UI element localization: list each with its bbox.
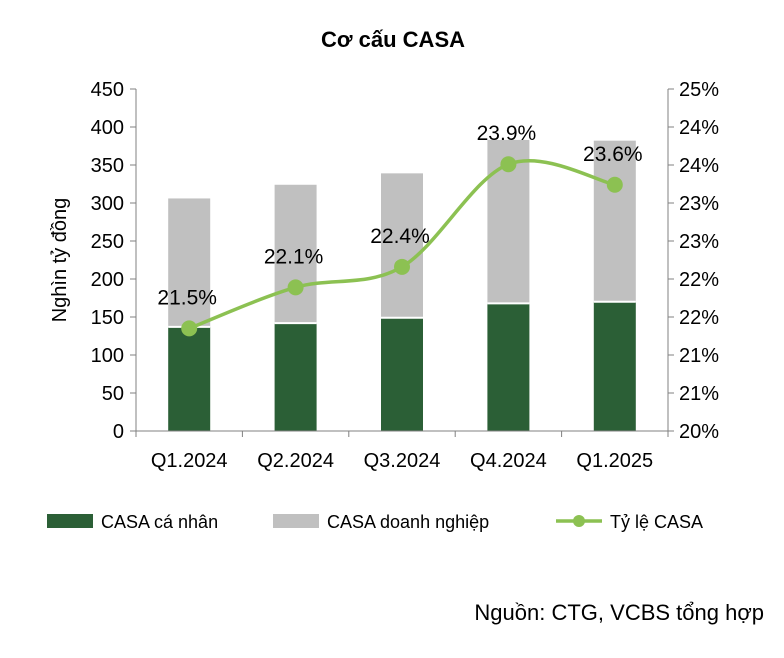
line-point bbox=[287, 279, 304, 296]
y2-tick-label: 22% bbox=[679, 307, 719, 329]
data-labels: 21.5% 22.1% 22.4% 23.9% 23.6% bbox=[157, 122, 642, 309]
bar-casa-ca-nhan bbox=[381, 317, 423, 431]
line-point bbox=[181, 320, 198, 337]
y-tick-label: 200 bbox=[91, 269, 124, 291]
x-tick-label: Q2.2024 bbox=[257, 450, 334, 472]
legend-swatch-casa-ca-nhan bbox=[47, 514, 93, 528]
y2-tick-label: 25% bbox=[679, 79, 719, 101]
bar-casa-ca-nhan bbox=[168, 326, 211, 431]
data-label: 22.4% bbox=[370, 225, 430, 248]
y2-tick-labels: 20% 21% 21% 22% 22% 23% 23% 24% 24% 25% bbox=[679, 79, 719, 443]
line-series bbox=[181, 156, 623, 337]
x-tick-labels: Q1.2024 Q2.2024 Q3.2024 Q4.2024 Q1.2025 bbox=[151, 450, 653, 472]
bar-group bbox=[168, 139, 636, 431]
y-tick-label: 400 bbox=[91, 117, 124, 139]
bar-casa-doanh-nghiep bbox=[274, 184, 317, 324]
legend: CASA cá nhân CASA doanh nghiệp Tỷ lệ CASA bbox=[47, 512, 703, 532]
x-tick-label: Q1.2025 bbox=[576, 450, 653, 472]
y2-tick-label: 23% bbox=[679, 231, 719, 253]
y-tick-label: 100 bbox=[91, 345, 124, 367]
legend-marker-tyle-casa bbox=[573, 515, 585, 527]
line-point bbox=[606, 176, 623, 193]
legend-swatch-casa-doanh-nghiep bbox=[273, 514, 319, 528]
y-tick-label: 300 bbox=[91, 193, 124, 215]
y-tick-label: 150 bbox=[91, 307, 124, 329]
legend-label-casa-ca-nhan: CASA cá nhân bbox=[101, 512, 218, 532]
legend-label-casa-doanh-nghiep: CASA doanh nghiệp bbox=[327, 512, 489, 532]
y-axis-label: Nghìn tỷ đồng bbox=[49, 198, 71, 323]
y-tick-label: 450 bbox=[91, 79, 124, 101]
y-tick-label: 350 bbox=[91, 155, 124, 177]
data-label: 23.9% bbox=[477, 122, 537, 145]
line-point bbox=[500, 156, 517, 173]
y2-tick-label: 24% bbox=[679, 155, 719, 177]
y2-tick-label: 20% bbox=[679, 421, 719, 443]
data-label: 21.5% bbox=[157, 286, 217, 309]
y2-tick-label: 23% bbox=[679, 193, 719, 215]
data-label: 23.6% bbox=[583, 143, 643, 166]
y2-tick-label: 24% bbox=[679, 117, 719, 139]
y2-tick-label: 21% bbox=[679, 383, 719, 405]
bar-casa-doanh-nghiep bbox=[168, 198, 211, 327]
bar-casa-doanh-nghiep bbox=[381, 173, 423, 318]
bar-casa-ca-nhan bbox=[274, 323, 317, 431]
y-tick-label: 0 bbox=[113, 421, 124, 443]
y-tick-label: 250 bbox=[91, 231, 124, 253]
y-tick-label: 50 bbox=[102, 383, 124, 405]
line-point bbox=[394, 258, 410, 275]
x-tick-label: Q4.2024 bbox=[470, 450, 547, 472]
x-tick-label: Q3.2024 bbox=[364, 450, 441, 472]
data-label: 22.1% bbox=[264, 245, 324, 268]
y-tick-labels: 0 50 100 150 200 250 300 350 400 450 bbox=[91, 79, 124, 443]
axes bbox=[130, 88, 674, 437]
bar-casa-ca-nhan bbox=[487, 303, 530, 431]
chart-title: Cơ cấu CASA bbox=[321, 27, 465, 52]
legend-label-tyle-casa: Tỷ lệ CASA bbox=[610, 512, 703, 532]
bar-casa-ca-nhan bbox=[593, 301, 636, 431]
y2-tick-label: 22% bbox=[679, 269, 719, 291]
x-tick-label: Q1.2024 bbox=[151, 450, 228, 472]
y2-tick-label: 21% bbox=[679, 345, 719, 367]
bar-casa-doanh-nghiep bbox=[593, 140, 636, 302]
source-note: Nguồn: CTG, VCBS tổng hợp bbox=[474, 600, 764, 625]
